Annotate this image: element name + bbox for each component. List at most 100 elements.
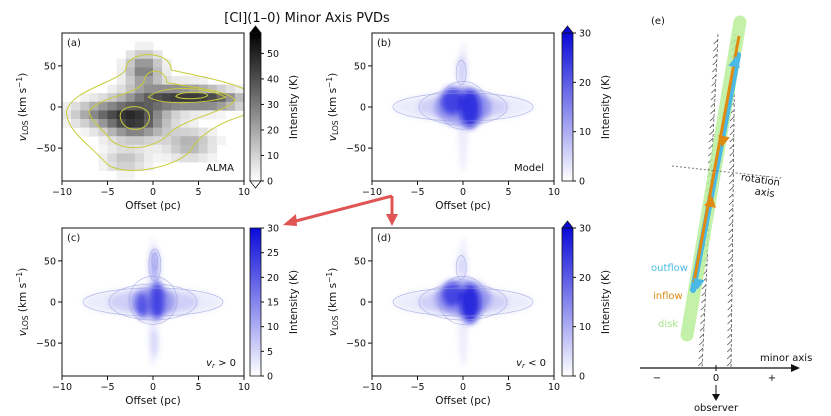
hatch-mark (711, 74, 717, 80)
heatmap-cell (62, 101, 72, 111)
heatmap-cell (125, 162, 136, 171)
heatmap-cell (189, 93, 199, 103)
outflow-arrow-down (693, 278, 705, 290)
heatmap-cell (143, 58, 154, 68)
emission-high-v (456, 56, 467, 84)
heatmap-cell (171, 144, 181, 154)
heatmap-cell (98, 127, 108, 137)
colorbar-tick-label: 30 (267, 100, 279, 111)
colorbar-tick-label: 15 (267, 298, 279, 309)
y-tick-label: −50 (346, 144, 366, 155)
heatmap-cell (180, 153, 190, 163)
colorbar-label: Intensity (K) (288, 75, 300, 139)
colorbar-tick-label: 10 (579, 127, 591, 138)
heatmap-cell (143, 76, 154, 85)
contour-outer (66, 54, 244, 171)
red-arrows (283, 194, 398, 226)
heatmap-cell (216, 136, 227, 146)
heatmap-cell (180, 144, 190, 154)
heatmap-cell (180, 84, 190, 94)
heatmap-cell (180, 127, 190, 137)
heatmap-cell (107, 153, 117, 163)
schematic-panel: (e) rotationaxis outflow inflow disk minor ax… (640, 15, 812, 414)
heatmap-cell (125, 110, 136, 120)
heatmap-cell (125, 50, 136, 60)
hatch-mark (710, 102, 715, 108)
panel-tag: (d) (377, 233, 391, 244)
heatmap-cell (125, 127, 136, 137)
arrow-to-d-head (386, 214, 398, 226)
heatmap-cell (189, 119, 199, 128)
heatmap-cell (171, 93, 181, 103)
plot-area (62, 228, 244, 376)
heatmap-cell (134, 153, 145, 163)
heatmap-cell (207, 93, 218, 103)
heatmap-cell (171, 153, 181, 163)
colorbar-gradient (561, 32, 574, 182)
heatmap-cell (171, 110, 181, 120)
heatmap-cell (162, 119, 172, 128)
plot-area (372, 228, 554, 376)
hatch-mark (727, 340, 732, 346)
heatmap-cell (153, 127, 163, 137)
contours (392, 255, 534, 325)
hatch-mark (709, 116, 715, 122)
heatmap-cell (71, 119, 81, 128)
observer-label: observer (694, 403, 739, 414)
heatmap-cell (143, 119, 154, 128)
minor-axis-zero: 0 (713, 373, 719, 384)
contour-outer (82, 287, 224, 317)
hatch-mark (729, 158, 734, 164)
y-tick-label: 0 (360, 103, 366, 114)
x-tick-label: −10 (52, 382, 72, 393)
colorbar-tick-label: 5 (267, 347, 273, 358)
heatmap-cell (134, 58, 145, 68)
colorbar-extend-max (249, 25, 262, 34)
heatmap-cell (98, 101, 108, 111)
heatmap-cell (125, 67, 136, 77)
y-tick-label: 50 (354, 256, 366, 267)
hatch-mark (729, 116, 735, 122)
plot-area (62, 33, 244, 181)
hatch-mark (710, 95, 716, 101)
heatmap-cell (116, 110, 127, 120)
heatmap-cell (198, 101, 208, 111)
hatch-mark (728, 249, 733, 255)
heatmap-cell (162, 127, 172, 137)
colorbar-tick-label: 0 (579, 372, 585, 383)
y-tick-label: 0 (360, 298, 366, 309)
heatmap-cell (98, 119, 108, 128)
figure-title: [CI](1–0) Minor Axis PVDs (224, 11, 390, 26)
heatmap-cell (143, 136, 154, 146)
colorbar: 0 10 20 30 Intensity (K) (561, 25, 612, 188)
heatmap-cell (225, 93, 236, 103)
colorbar-label: Intensity (K) (600, 270, 612, 334)
label-inflow: inflow (653, 291, 683, 302)
hatch-mark (728, 235, 733, 241)
hatch-mark (700, 319, 705, 325)
heatmap-cell (162, 67, 172, 77)
heatmap-cells (62, 41, 244, 180)
heatmap-cell (107, 127, 117, 137)
heatmap-cell (134, 162, 145, 171)
heatmap-cell (89, 110, 99, 120)
heatmap-cell (180, 136, 190, 146)
heatmap-cell (98, 144, 108, 154)
arrow-to-c-head (283, 214, 297, 226)
heatmap-cell (216, 93, 227, 103)
contour-high-v (455, 60, 467, 85)
heatmap-cell (143, 41, 154, 51)
heatmap-cell (180, 110, 190, 120)
panel-label: ALMA (206, 163, 234, 174)
hatch-mark (708, 144, 713, 150)
heatmap-cell (198, 76, 208, 85)
hatch-mark (729, 144, 734, 150)
hatch-mark (713, 46, 718, 52)
colorbar-tick-label: 50 (267, 49, 279, 60)
heatmap-cell (71, 110, 81, 120)
heatmap-cell (143, 162, 154, 171)
heatmap-cell (153, 101, 163, 111)
